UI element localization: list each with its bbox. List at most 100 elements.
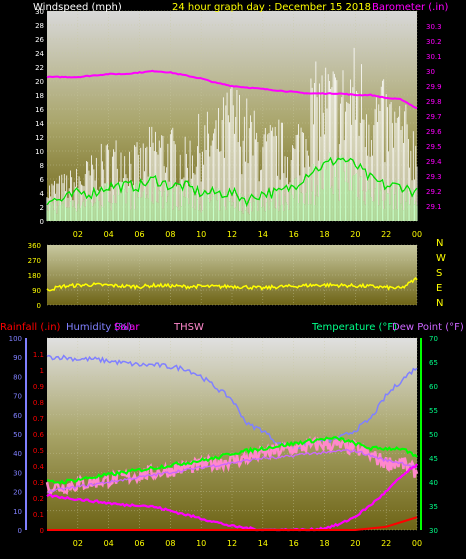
rainfall-label: Rainfall (.in) bbox=[0, 322, 61, 333]
wind-x-tick: 10 bbox=[196, 230, 206, 239]
direction-series bbox=[46, 277, 418, 292]
wind-y-tick: 0 bbox=[40, 218, 44, 226]
wind-y-tick: 28 bbox=[35, 22, 44, 30]
humidity-tick: 80 bbox=[13, 373, 22, 381]
rain-tick: 0 bbox=[40, 527, 44, 535]
direction-y-tick: 90 bbox=[32, 287, 41, 295]
humidity-label: Humidity (%) bbox=[66, 322, 132, 333]
thsw-label: THSW bbox=[173, 322, 204, 333]
temp-ticks: 30 35 40 45 50 55 60 65 70 bbox=[420, 335, 438, 535]
compass-label: N bbox=[436, 298, 443, 309]
wind-x-tick: 00 bbox=[412, 230, 422, 239]
wind-y-tick: 12 bbox=[35, 134, 44, 142]
baro-y-tick: 29.1 bbox=[426, 203, 442, 211]
direction-y-tick: 0 bbox=[37, 302, 41, 310]
temp-x-tick: 18 bbox=[319, 539, 329, 548]
dewpoint-label: Dew Point (°F) bbox=[392, 322, 464, 333]
wind-y-tick: 14 bbox=[35, 120, 44, 128]
baro-y-tick: 29.4 bbox=[426, 158, 442, 166]
temp-x-tick: 02 bbox=[73, 539, 83, 548]
rain-tick: 0.4 bbox=[33, 463, 45, 471]
compass-label: E bbox=[436, 283, 442, 294]
humidity-ticks: 0 10 20 30 40 50 60 70 80 90 100 bbox=[9, 335, 27, 535]
humidity-tick: 10 bbox=[13, 508, 22, 516]
temp-tick: 55 bbox=[429, 407, 438, 415]
wind-y-tick: 30 bbox=[35, 8, 44, 16]
temp-tick: 60 bbox=[429, 383, 438, 391]
wind-y-tick: 6 bbox=[40, 176, 45, 184]
direction-y-tick: 270 bbox=[28, 257, 41, 265]
temp-tick: 45 bbox=[429, 455, 438, 463]
humidity-tick: 100 bbox=[9, 335, 22, 343]
temp-x-tick: 04 bbox=[104, 539, 114, 548]
temp-tick: 50 bbox=[429, 431, 438, 439]
wind-x-tick: 02 bbox=[73, 230, 83, 239]
compass-label: W bbox=[436, 253, 446, 264]
baro-axis-label: Barometer (.in) bbox=[372, 2, 448, 13]
wind-y-tick: 18 bbox=[35, 92, 44, 100]
temp-x-tick: 08 bbox=[165, 539, 175, 548]
wind-x-tick: 08 bbox=[165, 230, 175, 239]
solar-label: Solar bbox=[114, 322, 140, 333]
baro-y-tick: 29.7 bbox=[426, 113, 442, 121]
humidity-tick: 60 bbox=[13, 412, 22, 420]
solar-line bbox=[46, 463, 418, 532]
temp-x-tick: 22 bbox=[381, 539, 391, 548]
rain-tick: 0.7 bbox=[33, 415, 44, 423]
direction-y-ticks: 0 90 180 270 360 bbox=[28, 242, 41, 310]
temp-tick: 70 bbox=[429, 335, 438, 343]
wind-direction-line bbox=[46, 277, 418, 292]
temp-x-tick: 12 bbox=[227, 539, 237, 548]
baro-y-tick: 30.2 bbox=[426, 38, 442, 46]
rain-tick: 1.1 bbox=[33, 351, 44, 359]
wind-y-tick: 24 bbox=[35, 50, 44, 58]
dewpoint-line bbox=[46, 448, 417, 494]
baro-y-tick: 29.6 bbox=[426, 128, 442, 136]
wind-y-tick: 4 bbox=[40, 190, 45, 198]
direction-y-tick: 360 bbox=[28, 242, 41, 250]
baro-y-tick: 29.5 bbox=[426, 143, 442, 151]
rain-tick: 1 bbox=[40, 367, 44, 375]
wind-x-tick: 12 bbox=[227, 230, 237, 239]
temp-tick: 30 bbox=[429, 527, 438, 535]
temp-x-tick: 00 bbox=[412, 539, 422, 548]
wind-y-tick: 2 bbox=[40, 204, 44, 212]
rain-tick: 0.8 bbox=[33, 399, 44, 407]
rain-tick: 0.9 bbox=[33, 383, 44, 391]
rainfall-line bbox=[47, 516, 418, 531]
temp-tick: 35 bbox=[429, 503, 438, 511]
baro-y-ticks: 29.1 29.2 29.3 29.4 29.5 29.6 29.7 29.8 29.9 30 30… bbox=[426, 23, 442, 211]
rain-tick: 0.2 bbox=[33, 495, 44, 503]
rain-tick: 0.5 bbox=[33, 447, 44, 455]
wind-y-tick: 20 bbox=[35, 78, 44, 86]
humidity-line bbox=[46, 354, 418, 451]
wind-x-tick: 18 bbox=[319, 230, 329, 239]
direction-y-tick: 180 bbox=[28, 272, 41, 280]
humidity-tick: 30 bbox=[13, 469, 22, 477]
rain-tick: 0.1 bbox=[33, 511, 44, 519]
wind-y-tick: 26 bbox=[35, 36, 44, 44]
temp-x-ticks: 02 04 06 08 10 12 14 16 18 20 22 00 bbox=[73, 539, 422, 548]
temp-x-tick: 16 bbox=[289, 539, 299, 548]
baro-y-tick: 29.8 bbox=[426, 98, 442, 106]
baro-y-tick: 30.3 bbox=[426, 23, 442, 31]
baro-y-tick: 29.2 bbox=[426, 188, 442, 196]
temp-x-tick: 10 bbox=[196, 539, 206, 548]
direction-grid bbox=[47, 244, 418, 306]
wind-x-tick: 16 bbox=[289, 230, 299, 239]
wind-x-tick: 22 bbox=[381, 230, 391, 239]
humidity-tick: 20 bbox=[13, 489, 22, 497]
wind-average-line bbox=[46, 156, 418, 208]
compass-label: S bbox=[436, 268, 442, 279]
rain-tick: 0.3 bbox=[33, 479, 44, 487]
wind-x-ticks: 02 04 06 08 10 12 14 16 18 20 22 00 bbox=[73, 230, 422, 239]
temp-tick: 65 bbox=[429, 359, 438, 367]
barometer-line bbox=[46, 69, 418, 110]
rain-tick: 0.6 bbox=[33, 431, 45, 439]
temp-x-tick: 20 bbox=[350, 539, 360, 548]
wind-x-tick: 04 bbox=[104, 230, 114, 239]
wind-axis-label: Windspeed (mph) bbox=[33, 2, 122, 13]
humidity-tick: 50 bbox=[13, 431, 22, 439]
